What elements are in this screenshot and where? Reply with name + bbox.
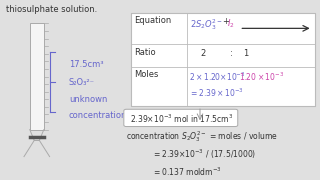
- Text: +: +: [222, 17, 228, 26]
- Bar: [131, 13, 315, 106]
- Text: thiosulphate solution.: thiosulphate solution.: [6, 5, 98, 14]
- Text: :: :: [230, 49, 233, 58]
- Text: concentration: concentration: [69, 111, 127, 120]
- Bar: [30, 23, 44, 130]
- FancyBboxPatch shape: [124, 109, 238, 127]
- Text: S₂O₃²⁻: S₂O₃²⁻: [69, 78, 95, 87]
- Text: $2.39{\times}10^{-3}$ mol in 17.5cm$^3$: $2.39{\times}10^{-3}$ mol in 17.5cm$^3$: [130, 113, 234, 125]
- Text: $1.20 \times 10^{-3}$: $1.20 \times 10^{-3}$: [239, 70, 284, 83]
- Text: 17.5cm³: 17.5cm³: [69, 60, 103, 69]
- Text: Moles: Moles: [134, 70, 159, 79]
- Text: Ratio: Ratio: [134, 48, 156, 57]
- Text: $= 2.39 \times 10^{-3}$: $= 2.39 \times 10^{-3}$: [189, 86, 244, 99]
- Text: $2 \times 1.20{\times}10^{-3}$: $2 \times 1.20{\times}10^{-3}$: [189, 70, 246, 83]
- Text: $I_2$: $I_2$: [227, 17, 234, 30]
- Text: $= 0.137$ moldm$^{-3}$: $= 0.137$ moldm$^{-3}$: [152, 166, 222, 178]
- Text: 2: 2: [200, 49, 205, 58]
- Text: $2S_2O_3^{2-}$: $2S_2O_3^{2-}$: [190, 17, 223, 32]
- Text: $= 2.39{\times}10^{-3}$ / (17.5/1000): $= 2.39{\times}10^{-3}$ / (17.5/1000): [152, 148, 256, 161]
- Text: concentration $S_2O_3^{2-}$ = moles / volume: concentration $S_2O_3^{2-}$ = moles / vo…: [126, 130, 278, 145]
- Text: unknown: unknown: [69, 94, 107, 103]
- Text: 1: 1: [243, 49, 248, 58]
- Text: Equation: Equation: [134, 16, 172, 25]
